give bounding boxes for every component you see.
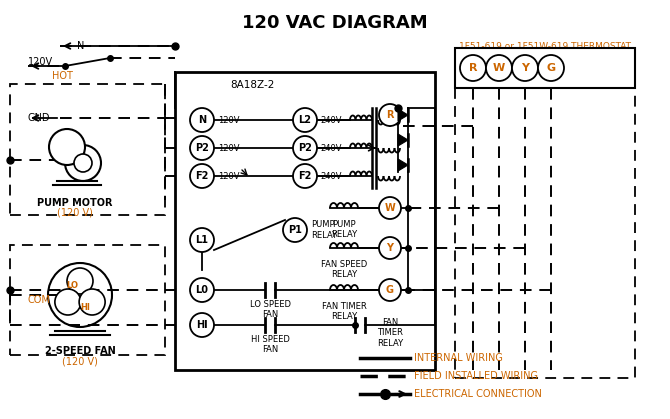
Text: P2: P2 xyxy=(298,143,312,153)
Text: 2-SPEED FAN: 2-SPEED FAN xyxy=(45,346,115,356)
Text: 240V: 240V xyxy=(320,116,342,124)
Text: 120V: 120V xyxy=(218,171,239,181)
Circle shape xyxy=(293,136,317,160)
Circle shape xyxy=(190,228,214,252)
Text: R: R xyxy=(386,110,394,120)
Circle shape xyxy=(190,278,214,302)
Circle shape xyxy=(538,55,564,81)
Text: W: W xyxy=(385,203,395,213)
Text: F2: F2 xyxy=(298,171,312,181)
Circle shape xyxy=(379,279,401,301)
Text: (120 V): (120 V) xyxy=(62,356,98,366)
Bar xyxy=(10,245,165,355)
Text: L0: L0 xyxy=(196,285,208,295)
Bar xyxy=(175,72,435,370)
Circle shape xyxy=(48,263,112,327)
Polygon shape xyxy=(398,159,408,171)
Polygon shape xyxy=(398,134,408,146)
Text: PUMP MOTOR: PUMP MOTOR xyxy=(38,198,113,208)
Text: LO: LO xyxy=(66,280,78,290)
Text: P2: P2 xyxy=(195,143,209,153)
Bar xyxy=(10,84,165,215)
Circle shape xyxy=(190,108,214,132)
Text: F2: F2 xyxy=(196,171,208,181)
Circle shape xyxy=(67,268,93,294)
Circle shape xyxy=(512,55,538,81)
Circle shape xyxy=(190,136,214,160)
Text: 8A18Z-2: 8A18Z-2 xyxy=(230,80,275,90)
Text: G: G xyxy=(547,63,555,73)
Text: N: N xyxy=(77,41,84,51)
Text: HOT: HOT xyxy=(52,71,73,81)
Text: FAN TIMER
RELAY: FAN TIMER RELAY xyxy=(322,302,366,321)
Text: G: G xyxy=(386,285,394,295)
Circle shape xyxy=(460,55,486,81)
Circle shape xyxy=(379,197,401,219)
Bar xyxy=(455,48,635,88)
Text: LO SPEED
FAN: LO SPEED FAN xyxy=(249,300,291,319)
Circle shape xyxy=(55,289,81,315)
Polygon shape xyxy=(398,109,408,121)
Text: N: N xyxy=(198,115,206,125)
Text: L2: L2 xyxy=(299,115,312,125)
Circle shape xyxy=(293,108,317,132)
Text: GND: GND xyxy=(28,113,50,123)
Text: 120 VAC DIAGRAM: 120 VAC DIAGRAM xyxy=(242,14,428,32)
Text: PUMP
RELAY: PUMP RELAY xyxy=(311,220,337,240)
Bar xyxy=(455,88,635,378)
Circle shape xyxy=(65,145,101,181)
Text: FIELD INSTALLED WIRING: FIELD INSTALLED WIRING xyxy=(414,371,538,381)
Circle shape xyxy=(283,218,307,242)
Circle shape xyxy=(293,164,317,188)
Text: COM: COM xyxy=(28,295,51,305)
Text: Y: Y xyxy=(521,63,529,73)
Circle shape xyxy=(486,55,512,81)
Circle shape xyxy=(190,164,214,188)
Circle shape xyxy=(379,237,401,259)
Text: PUMP
RELAY: PUMP RELAY xyxy=(331,220,357,239)
Text: L1: L1 xyxy=(196,235,208,245)
Text: INTERNAL WIRING: INTERNAL WIRING xyxy=(414,353,503,363)
Circle shape xyxy=(190,313,214,337)
Text: 120V: 120V xyxy=(218,143,239,153)
Circle shape xyxy=(79,289,105,315)
Text: HI SPEED
FAN: HI SPEED FAN xyxy=(251,335,289,354)
Circle shape xyxy=(74,154,92,172)
Circle shape xyxy=(379,104,401,126)
Text: P1: P1 xyxy=(288,225,302,235)
Text: R: R xyxy=(469,63,477,73)
Text: 1F51-619 or 1F51W-619 THERMOSTAT: 1F51-619 or 1F51W-619 THERMOSTAT xyxy=(459,42,631,51)
Text: FAN SPEED
RELAY: FAN SPEED RELAY xyxy=(321,260,367,279)
Text: HI: HI xyxy=(80,303,90,311)
Text: 240V: 240V xyxy=(320,143,342,153)
Text: 120V: 120V xyxy=(28,57,53,67)
Circle shape xyxy=(49,129,85,165)
Text: HI: HI xyxy=(196,320,208,330)
Text: 120V: 120V xyxy=(218,116,239,124)
Text: ELECTRICAL CONNECTION: ELECTRICAL CONNECTION xyxy=(414,389,542,399)
Text: 240V: 240V xyxy=(320,171,342,181)
Text: (120 V): (120 V) xyxy=(57,207,93,217)
Text: Y: Y xyxy=(387,243,393,253)
Text: W: W xyxy=(493,63,505,73)
Text: FAN
TIMER
RELAY: FAN TIMER RELAY xyxy=(377,318,403,348)
